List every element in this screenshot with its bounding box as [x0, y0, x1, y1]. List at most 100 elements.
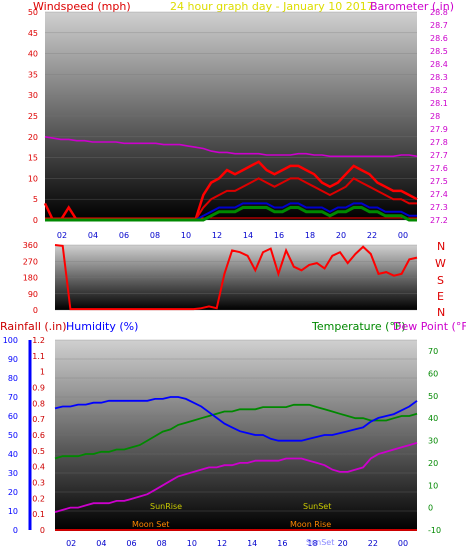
humidity-y-tick-label: 80 [8, 374, 18, 383]
tick-labels-group: 0510152025303540455027.227.327.427.527.6… [3, 8, 448, 548]
direction-y-tick-label: 0 [33, 306, 38, 315]
rain-y-tick-label: 0.6 [32, 431, 45, 440]
temperature-x-tick-label: 20 [338, 539, 348, 548]
wind-x-tick-label: 08 [150, 231, 160, 240]
wind-x-tick-label: 04 [88, 231, 98, 240]
barometer-y-tick-label: 27.5 [430, 177, 448, 186]
temperature-y-tick-label: 60 [428, 370, 438, 379]
temperature-x-tick-label: 04 [96, 539, 106, 548]
humidity-series-line [54, 396, 418, 442]
barometer-y-tick-label: 27.7 [430, 151, 448, 160]
humidity-y-tick-label: 60 [8, 412, 18, 421]
barometer-y-tick-label: 28.4 [430, 60, 448, 69]
temperature-x-tick-label: 10 [187, 539, 197, 548]
wind-low-series-line [45, 206, 417, 222]
temperature-x-tick-label: 00 [398, 539, 408, 548]
rain-y-tick-label: 0 [40, 526, 45, 535]
wind-y-tick-label: 40 [28, 50, 38, 59]
dewpoint-series-line [54, 441, 418, 513]
wind-y-tick-label: 30 [28, 91, 38, 100]
barometer-y-tick-label: 28.5 [430, 47, 448, 56]
barometer-y-tick-label: 28.1 [430, 99, 448, 108]
direction-label-n-bottom: N [437, 306, 445, 319]
barometer-y-tick-label: 27.2 [430, 216, 448, 225]
annotation-sunset-bottom: SunSet [306, 538, 334, 547]
wind-y-tick-label: 15 [28, 154, 38, 163]
barometer-y-tick-label: 27.4 [430, 190, 448, 199]
rain-y-tick-label: 0.5 [32, 447, 45, 456]
humidity-y-tick-label: 40 [8, 450, 18, 459]
temperature-x-tick-label: 02 [66, 539, 76, 548]
direction-series-line [54, 244, 418, 311]
barometer-y-tick-label: 28.3 [430, 73, 448, 82]
barometer-series-line [44, 136, 418, 158]
rain-y-tick-label: 0.2 [32, 494, 45, 503]
temperature-x-tick-label: 14 [247, 539, 257, 548]
direction-label-s: S [437, 274, 444, 287]
temperature-series-group [54, 339, 418, 531]
wind-x-tick-label: 10 [181, 231, 191, 240]
rain-y-tick-label: 1.1 [32, 352, 45, 361]
wind-x-tick-label: 16 [274, 231, 284, 240]
rain-y-tick-label: 0.3 [32, 479, 45, 488]
barometer-y-tick-label: 28.6 [430, 34, 448, 43]
rain-y-tick-label: 0.8 [32, 399, 45, 408]
annotation-moonset: Moon Set [132, 520, 169, 529]
humidity-y-tick-label: 30 [8, 469, 18, 478]
temperature-y-tick-label: -10 [428, 526, 441, 535]
wind-x-tick-label: 22 [367, 231, 377, 240]
wind-series-group [43, 11, 418, 222]
barometer-axis-label: Barometer (.in) [370, 0, 454, 13]
barometer-y-tick-label: 27.8 [430, 138, 448, 147]
direction-series-group [54, 244, 418, 311]
humidity-y-tick-label: 100 [3, 336, 18, 345]
wind-y-tick-label: 20 [28, 133, 38, 142]
temperature-y-tick-label: 30 [428, 437, 438, 446]
wind-x-tick-label: 02 [57, 231, 67, 240]
rain-y-tick-label: 0.9 [32, 384, 45, 393]
rain-y-tick-label: 1.2 [32, 336, 45, 345]
barometer-y-tick-label: 27.3 [430, 203, 448, 212]
direction-label-e: E [437, 290, 444, 303]
wind-x-tick-label: 14 [243, 231, 253, 240]
humidity-y-tick-label: 50 [8, 431, 18, 440]
humidity-y-tick-label: 90 [8, 355, 18, 364]
wind-y-tick-label: 0 [33, 216, 38, 225]
humidity-axis-label: Humidity (%) [66, 320, 138, 333]
temperature-axis-label: Temperature (°F) [311, 320, 406, 333]
temperature-x-tick-label: 08 [157, 539, 167, 548]
annotation-moonrise: Moon Rise [290, 520, 331, 529]
rain-y-tick-label: 1 [40, 368, 45, 377]
wind-x-tick-label: 12 [212, 231, 222, 240]
temperature-x-tick-label: 06 [126, 539, 136, 548]
barometer-y-tick-label: 28.2 [430, 86, 448, 95]
wind-y-tick-label: 35 [28, 70, 38, 79]
wind-y-tick-label: 5 [33, 195, 38, 204]
barometer-y-tick-label: 28.7 [430, 21, 448, 30]
wind-x-tick-label: 00 [398, 231, 408, 240]
temperature-y-tick-label: 70 [428, 347, 438, 356]
temperature-y-tick-label: 40 [428, 414, 438, 423]
direction-y-tick-label: 360 [23, 241, 38, 250]
barometer-y-tick-label: 28 [430, 112, 440, 121]
wind-y-tick-label: 45 [28, 29, 38, 38]
wind-x-tick-label: 18 [305, 231, 315, 240]
rain-y-tick-label: 0.7 [32, 415, 45, 424]
temperature-x-tick-label: 22 [368, 539, 378, 548]
temperature-y-tick-label: 50 [428, 392, 438, 401]
barometer-y-tick-label: 27.6 [430, 164, 448, 173]
humidity-y-tick-label: 20 [8, 488, 18, 497]
annotation-sunset: SunSet [303, 502, 331, 511]
temperature-x-tick-label: 18 [307, 539, 317, 548]
direction-label-n-top: N [437, 240, 445, 253]
humidity-y-tick-label: 0 [13, 526, 18, 535]
wind-y-tick-label: 10 [28, 174, 38, 183]
humidity-y-tick-label: 10 [8, 507, 18, 516]
direction-label-w: W [435, 257, 446, 270]
direction-y-tick-label: 270 [23, 257, 38, 266]
barometer-y-tick-label: 28.8 [430, 8, 448, 17]
graph-title: 24 hour graph day - January 10 2017 [170, 0, 374, 13]
wind-y-tick-label: 50 [28, 8, 38, 17]
direction-y-tick-label: 180 [23, 274, 38, 283]
wind-x-tick-label: 06 [119, 231, 129, 240]
